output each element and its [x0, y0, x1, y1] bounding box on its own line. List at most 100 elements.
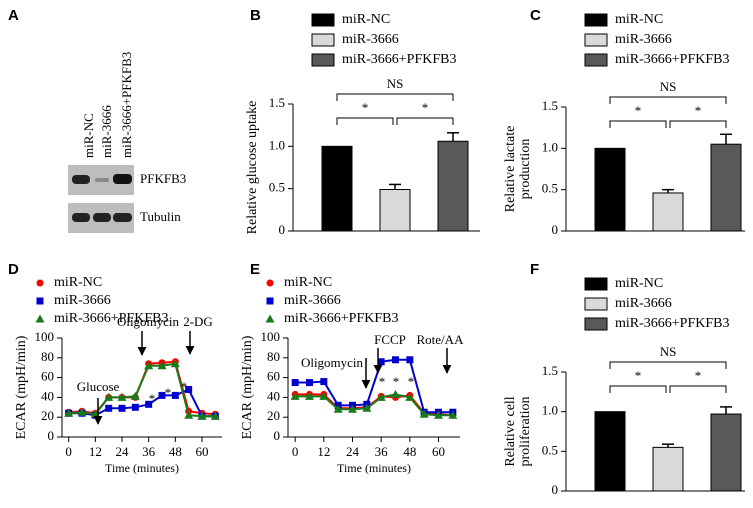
blot: [68, 165, 134, 233]
significance-bracket: [609, 385, 667, 393]
legend-label: miR-3666: [615, 32, 672, 47]
legend-label: miR-3666+PFKFB3: [615, 52, 729, 67]
significance-label: *: [635, 368, 642, 383]
y-axis-label: Relative glucose uptake: [245, 101, 260, 235]
y-tick-label: 80: [267, 349, 280, 364]
significance-bracket: [396, 117, 454, 125]
legend-marker: [36, 297, 44, 305]
panel-label: F: [530, 261, 539, 278]
marker: [406, 356, 414, 364]
bar: [710, 413, 742, 492]
y-tick-label: 1.0: [542, 139, 558, 154]
y-tick-label: 40: [267, 388, 280, 403]
y-tick-label: 100: [261, 329, 281, 344]
panel-label: A: [8, 7, 19, 24]
panel-label: E: [250, 261, 260, 278]
bar: [652, 192, 684, 232]
legend-label: miR-3666+PFKFB3: [342, 52, 456, 67]
x-tick-label: 24: [346, 444, 360, 459]
legend-label: miR-NC: [615, 12, 663, 27]
marker: [305, 391, 314, 400]
significance-label: *: [181, 379, 188, 394]
legend-label: miR-3666+PFKFB3: [615, 316, 729, 331]
annotation: Glucose: [77, 379, 120, 394]
x-tick-label: 0: [65, 444, 72, 459]
significance-label: NS: [660, 344, 677, 359]
panel-label: B: [250, 7, 261, 24]
legend-marker: [36, 279, 44, 287]
y-tick-label: 80: [41, 349, 54, 364]
significance-bracket: [609, 361, 727, 369]
legend-marker: [265, 314, 275, 323]
y-tick-label: 0: [48, 428, 55, 443]
y-tick-label: 0.5: [542, 181, 558, 196]
significance-bracket: [609, 96, 727, 104]
significance-label: *: [422, 100, 429, 115]
y-tick-label: 0: [552, 222, 559, 237]
significance-label: *: [635, 103, 642, 118]
y-axis-label: production: [518, 139, 533, 200]
legend-swatch: [584, 53, 608, 67]
significance-label: NS: [660, 79, 677, 94]
legend-label: miR-3666+PFKFB3: [54, 311, 168, 326]
marker: [130, 391, 140, 400]
y-tick-label: 1.5: [542, 98, 558, 113]
x-tick-label: 48: [403, 444, 416, 459]
x-tick-label: 60: [196, 444, 209, 459]
y-tick-label: 1.0: [542, 403, 558, 418]
legend-swatch: [584, 317, 608, 331]
marker: [158, 391, 166, 399]
significance-bracket: [336, 93, 454, 101]
annotation: Oligomycin: [117, 314, 180, 329]
significance-bracket: [669, 385, 727, 393]
significance-label: *: [362, 100, 369, 115]
y-tick-label: 100: [35, 329, 55, 344]
legend-label: miR-NC: [284, 275, 332, 290]
marker: [348, 404, 357, 413]
marker: [320, 378, 328, 386]
marker: [105, 404, 113, 412]
significance-label: *: [149, 391, 156, 406]
y-tick-label: 0: [552, 482, 559, 497]
x-axis-label: Time (minutes): [337, 461, 411, 475]
marker: [77, 407, 87, 416]
legend-marker: [266, 279, 274, 287]
significance-bracket: [609, 120, 667, 128]
bar: [321, 145, 353, 232]
marker: [391, 389, 400, 398]
x-tick-label: 36: [142, 444, 156, 459]
legend-swatch: [584, 297, 608, 311]
lane-label: miR-3666: [99, 105, 114, 158]
y-tick-label: 1.5: [542, 363, 558, 378]
y-tick-label: 40: [41, 388, 54, 403]
marker: [210, 411, 220, 420]
marker: [118, 404, 126, 412]
significance-label: *: [165, 385, 172, 400]
marker: [434, 410, 443, 419]
marker: [117, 392, 127, 401]
legend-swatch: [311, 13, 335, 27]
legend-label: miR-NC: [54, 275, 102, 290]
significance-bracket: [669, 120, 727, 128]
legend-swatch: [584, 13, 608, 27]
legend-label: miR-3666: [342, 32, 399, 47]
legend-swatch: [311, 33, 335, 47]
x-tick-label: 36: [375, 444, 389, 459]
legend-swatch: [584, 277, 608, 291]
significance-label: *: [379, 374, 386, 389]
marker: [157, 361, 167, 370]
y-tick-label: 20: [41, 408, 54, 423]
y-tick-label: 0: [274, 428, 281, 443]
x-tick-label: 0: [292, 444, 299, 459]
marker: [377, 358, 385, 366]
marker: [405, 392, 415, 401]
legend-marker: [266, 297, 274, 305]
marker: [333, 404, 343, 413]
y-axis-label: ECAR (mpH/min): [14, 335, 29, 439]
y-axis-label: Relative lactate: [503, 126, 518, 213]
bar: [594, 411, 626, 492]
marker: [306, 379, 313, 387]
significance-label: NS: [387, 76, 404, 91]
x-tick-label: 12: [317, 444, 330, 459]
